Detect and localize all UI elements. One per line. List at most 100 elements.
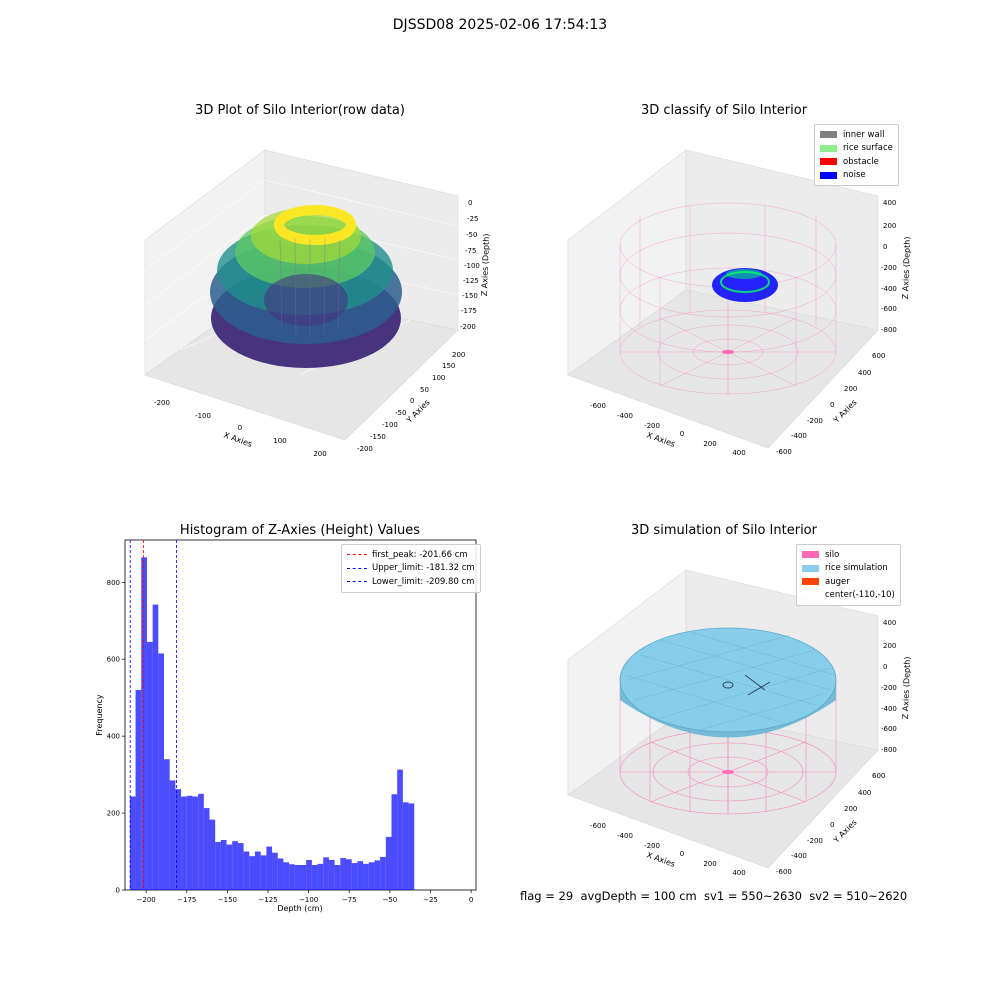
simulation-xtick: -600 — [590, 822, 606, 830]
classify-ztick: -200 — [881, 264, 897, 272]
histogram-x-ticks: −200 −175 −150 −125 −100 −75 −50 −25 0 — [137, 890, 473, 904]
histogram-bar — [203, 808, 210, 890]
classify-3d-axes-box — [567, 149, 879, 449]
simulation-xtick: 400 — [732, 869, 745, 877]
histogram-bar — [255, 851, 261, 890]
histogram-bar — [186, 795, 193, 890]
legend-label: noise — [843, 170, 866, 181]
raw-ztick: -200 — [460, 323, 476, 331]
histogram-bar — [266, 846, 273, 890]
histogram-y-axis-label: Frequency — [95, 694, 104, 736]
legend-swatch — [820, 158, 837, 166]
histogram-bar — [317, 863, 324, 890]
histogram-xtick-label: −50 — [382, 896, 397, 904]
histogram-title: Histogram of Z-Axies (Height) Values — [179, 523, 421, 538]
legend-swatch — [802, 592, 819, 599]
histogram-bar — [374, 860, 381, 890]
raw-ytick: 150 — [442, 362, 455, 370]
classify-xtick: 200 — [703, 440, 716, 448]
classify-z-axis-ticks: 400 200 0 -200 -400 -600 -800 — [881, 199, 897, 334]
raw-ytick: 50 — [420, 386, 429, 394]
histogram-ytick-label: 200 — [107, 810, 120, 818]
histogram-x-axis-label: Depth (cm) — [277, 904, 322, 913]
histogram-ytick-label: 800 — [107, 579, 120, 587]
simulation-ytick: -600 — [776, 868, 792, 876]
legend-label: rice surface — [843, 143, 893, 154]
classify-xtick: -600 — [590, 402, 606, 410]
simulation-ztick: 0 — [883, 663, 887, 671]
histogram-y-ticks: 0 200 400 600 800 — [107, 579, 125, 895]
classify-xtick: -200 — [644, 422, 660, 430]
classify-xtick: -400 — [617, 412, 633, 420]
simulation-ztick: -200 — [881, 684, 897, 692]
raw-ytick: 200 — [452, 351, 465, 359]
classify-xtick: 400 — [732, 449, 745, 457]
histogram-bar — [340, 858, 346, 890]
simulation-ztick: 400 — [883, 619, 896, 627]
classify-ztick: 400 — [883, 199, 896, 207]
classify-ytick: -200 — [807, 417, 823, 425]
raw-plot-title: 3D Plot of Silo Interior(row data) — [195, 103, 405, 118]
legend-item-upper-limit: Upper_limit: -181.32 cm — [347, 562, 475, 576]
raw-xtick: 100 — [273, 437, 286, 445]
histogram-bar — [141, 557, 147, 890]
histogram-bar — [192, 796, 199, 890]
simulation-x-axis-ticks: -600 -400 -200 0 200 400 — [590, 822, 746, 877]
legend-label: obstacle — [843, 156, 879, 167]
histogram-bars — [129, 557, 415, 890]
simulation-plot-title: 3D simulation of Silo Interior — [631, 523, 817, 538]
classify-z-axis-label: Z Axies (Depth) — [901, 236, 912, 299]
legend-label: rice simulation — [825, 563, 888, 574]
raw-point-cloud — [210, 205, 402, 368]
simulation-ytick: 400 — [858, 789, 871, 797]
legend-item-auger: auger — [802, 575, 895, 589]
raw-ztick: -25 — [467, 215, 478, 223]
histogram-bar — [135, 690, 142, 890]
raw-x-axis-ticks: -200 -100 0 100 200 — [154, 399, 327, 458]
simulation-x-axis-label: X Axies — [645, 850, 676, 869]
histogram-bar — [294, 865, 301, 890]
raw-ztick: -175 — [461, 307, 477, 315]
histogram-bar — [351, 863, 358, 890]
raw-y-axis-ticks: 200 150 100 50 0 -50 -100 -150 -200 — [357, 351, 465, 453]
classify-legend: inner wall rice surface obstacle noise — [814, 124, 899, 186]
histogram-bar — [306, 860, 312, 890]
raw-ytick: 0 — [410, 397, 414, 405]
classify-ztick: -800 — [881, 326, 897, 334]
simulation-ytick: -200 — [807, 837, 823, 845]
raw-ztick: -150 — [462, 292, 478, 300]
simulation-ytick: 200 — [844, 805, 857, 813]
histogram-bar — [363, 863, 369, 890]
classify-ytick: -600 — [776, 448, 792, 456]
classify-xtick: 0 — [680, 430, 684, 438]
classify-point-cloud — [712, 268, 778, 354]
histogram-bar — [260, 855, 267, 890]
raw-z-axis-label: Z Axies (Depth) — [480, 233, 491, 296]
histogram-ytick-label: 400 — [107, 733, 120, 741]
simulation-ytick: -400 — [791, 852, 807, 860]
simulation-y-axis-ticks: 600 400 200 0 -200 -400 -600 — [776, 772, 885, 876]
classify-plot-title: 3D classify of Silo Interior — [640, 103, 808, 118]
simulation-xtick: -400 — [617, 832, 633, 840]
raw-ytick: -100 — [382, 421, 398, 429]
histogram-bar — [175, 789, 182, 890]
histogram-bar — [334, 865, 341, 890]
legend-label: center(-110,-10) — [825, 590, 895, 601]
histogram-bar — [158, 653, 164, 890]
legend-label: silo — [825, 549, 840, 560]
simulation-xtick: -200 — [644, 842, 660, 850]
histogram-bar — [152, 604, 159, 890]
histogram-bar — [129, 796, 136, 890]
histogram-xtick-label: −75 — [342, 896, 357, 904]
legend-item-rice-simulation: rice simulation — [802, 562, 895, 576]
legend-line — [347, 554, 367, 556]
status-footer: flag = 29 avgDepth = 100 cm sv1 = 550~26… — [520, 889, 908, 903]
histogram-xtick-label: −175 — [177, 896, 196, 904]
legend-item-first-peak: first_peak: -201.66 cm — [347, 548, 475, 562]
histogram-bar — [397, 769, 403, 890]
histogram-bar — [169, 780, 176, 890]
legend-label: Lower_limit: -209.80 cm — [372, 576, 475, 587]
histogram-ytick-label: 600 — [107, 656, 120, 664]
simulation-legend: silo rice simulation auger center(-110,-… — [796, 544, 901, 606]
histogram-bar — [220, 840, 227, 890]
